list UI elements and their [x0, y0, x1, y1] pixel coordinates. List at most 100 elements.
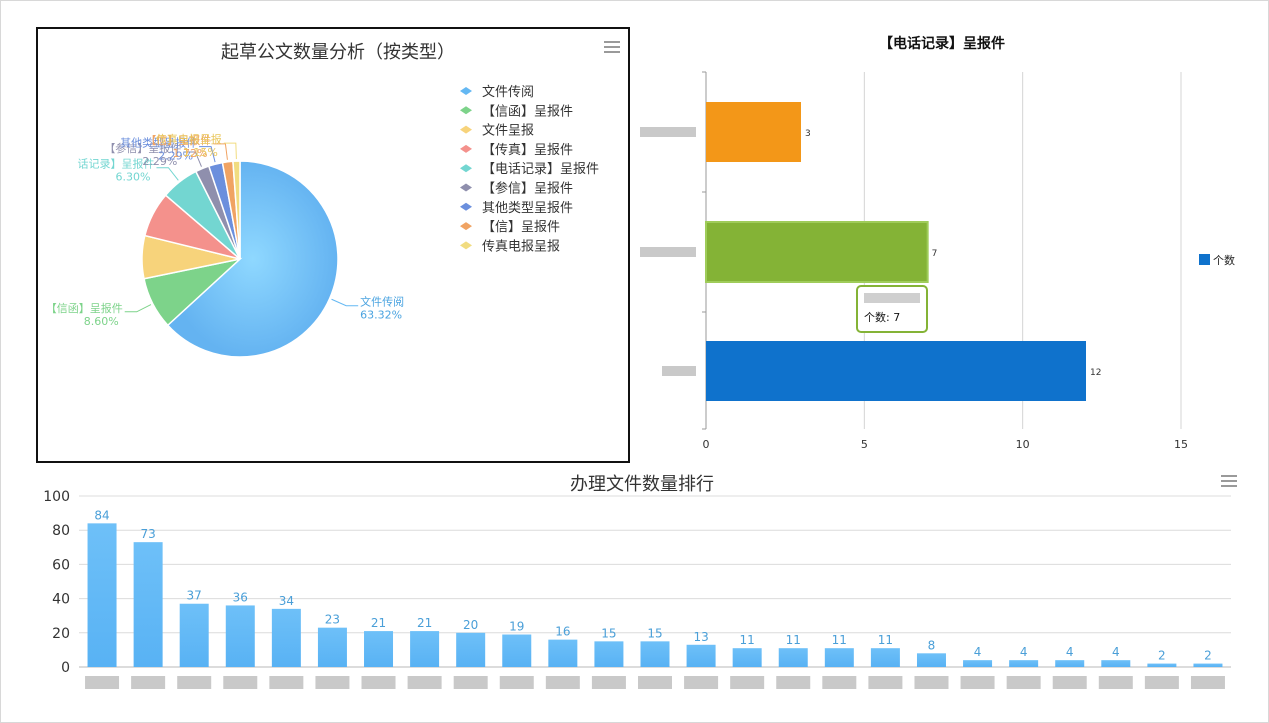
- x-category-label-blurred: [177, 676, 212, 689]
- legend-marker-icon: [460, 144, 472, 153]
- x-category-label-blurred: [1144, 676, 1179, 689]
- pie-legend-item[interactable]: 【电话记录】呈报件: [460, 162, 599, 177]
- column-bar[interactable]: [732, 648, 762, 667]
- pie-callout-percent: 8.60%: [84, 315, 119, 328]
- tooltip-value: 个数: 7: [864, 311, 900, 324]
- column-chart-menu-icon[interactable]: [1221, 475, 1237, 487]
- column-bar[interactable]: [179, 603, 209, 667]
- x-category-label-blurred: [315, 676, 350, 689]
- column-value-label: 20: [463, 618, 478, 632]
- column-bar[interactable]: [317, 627, 347, 667]
- column-value-label: 21: [417, 616, 432, 630]
- column-bar[interactable]: [824, 648, 854, 667]
- x-category-label-blurred: [684, 676, 719, 689]
- column-value-label: 4: [1020, 645, 1028, 659]
- column-bar[interactable]: [548, 639, 578, 667]
- column-bar[interactable]: [916, 653, 946, 667]
- pie-legend-item[interactable]: 【参信】呈报件: [460, 181, 573, 197]
- column-bar[interactable]: [640, 641, 670, 667]
- pie-legend-item[interactable]: 文件呈报: [460, 124, 534, 139]
- legend-swatch: [1199, 254, 1210, 265]
- column-bar[interactable]: [1009, 660, 1039, 667]
- column-value-label: 15: [647, 626, 662, 640]
- column-bar[interactable]: [410, 631, 440, 667]
- bar-value-label: 3: [805, 129, 811, 139]
- pie-chart-panel: 起草公文数量分析（按类型） 文件传阅 63.32% 【信函】呈报件 8.60% 话记录】…: [36, 27, 630, 463]
- column-value-label: 2: [1204, 649, 1212, 663]
- bar-3[interactable]: [706, 341, 1086, 401]
- column-value-label: 15: [601, 626, 616, 640]
- pie-legend-label: 文件传阅: [482, 85, 534, 100]
- pie-callout-percent: 6.30%: [116, 171, 151, 184]
- column-bar[interactable]: [1193, 663, 1223, 667]
- pie-legend-item[interactable]: 【信】呈报件: [460, 220, 560, 235]
- x-tick-label: 0: [703, 438, 710, 451]
- ranking-column-chart-panel: 办理文件数量排行 0 20 40 60 80 100 84 73 37 36 34 23 21 21 20…: [28, 466, 1253, 716]
- column-bar[interactable]: [686, 644, 716, 667]
- pie-legend-item[interactable]: 文件传阅: [460, 85, 534, 100]
- pie-callout-line: [213, 143, 228, 160]
- bar-chart-title: 【电话记录】呈报件: [879, 35, 1005, 52]
- x-category-label-blurred: [591, 676, 626, 689]
- x-tick-label: 5: [861, 438, 868, 451]
- column-value-label: 2: [1158, 649, 1166, 663]
- x-category-label-blurred: [269, 676, 304, 689]
- x-category-label-blurred: [85, 676, 120, 689]
- column-bar[interactable]: [778, 648, 808, 667]
- column-bar[interactable]: [87, 523, 117, 667]
- pie-callout-percent: 63.32%: [360, 309, 402, 322]
- column-value-label: 13: [693, 630, 708, 644]
- pie-callout-label: 话记录】呈报件: [77, 157, 154, 171]
- pie-slice-9[interactable]: [232, 160, 241, 260]
- y-tick-label: 20: [52, 626, 70, 642]
- column-bar[interactable]: [271, 608, 301, 667]
- x-category-label-blurred: [131, 676, 166, 689]
- pie-callout-line: [199, 146, 216, 163]
- column-bar[interactable]: [1055, 660, 1085, 667]
- tooltip-category-blur: [864, 293, 920, 303]
- pie-legend-label: 文件呈报: [482, 124, 534, 139]
- legend-marker-icon: [460, 183, 472, 192]
- pie-legend-item[interactable]: 传真电报呈报: [460, 239, 560, 254]
- column-bar[interactable]: [594, 641, 624, 667]
- x-category-label-blurred: [453, 676, 488, 689]
- column-value-label: 21: [371, 616, 386, 630]
- y-category-label-blurred: [640, 247, 696, 257]
- pie-slice-1[interactable]: [166, 160, 339, 358]
- pie-legend-item[interactable]: 【信函】呈报件: [460, 104, 573, 119]
- x-category-label-blurred: [1052, 676, 1087, 689]
- bar-2[interactable]: [705, 221, 929, 283]
- column-bar[interactable]: [963, 660, 993, 667]
- x-category-label-blurred: [361, 676, 396, 689]
- column-bar[interactable]: [364, 631, 394, 667]
- pie-chart-menu-icon[interactable]: [604, 41, 620, 53]
- pie-legend-item[interactable]: 其他类型呈报件: [460, 201, 573, 216]
- pie-chart-title: 起草公文数量分析（按类型）: [221, 42, 455, 63]
- x-category-label-blurred: [545, 676, 580, 689]
- bar-value-label: 7: [932, 249, 938, 259]
- pie-legend-label: 【信函】呈报件: [482, 104, 573, 119]
- column-bar[interactable]: [502, 634, 532, 667]
- column-value-label: 11: [786, 633, 801, 647]
- pie-callout-line: [124, 304, 152, 313]
- column-bar[interactable]: [456, 632, 486, 667]
- pie-legend-label: 【信】呈报件: [482, 220, 560, 235]
- pie-legend-item[interactable]: 【传真】呈报件: [460, 143, 573, 158]
- column-chart-title: 办理文件数量排行: [570, 474, 714, 495]
- bar-1[interactable]: [706, 102, 801, 162]
- legend-marker-icon: [460, 241, 472, 250]
- column-bar[interactable]: [133, 542, 163, 667]
- tooltip: 个数: 7: [856, 285, 928, 333]
- column-bar[interactable]: [225, 605, 255, 667]
- pie-callout-label: 文件传阅: [360, 295, 404, 309]
- column-bar[interactable]: [870, 648, 900, 667]
- column-bar[interactable]: [1147, 663, 1177, 667]
- legend-marker-icon: [460, 125, 472, 134]
- x-category-label-blurred: [730, 676, 765, 689]
- pie-callout-label: 其他类型呈报件: [120, 136, 197, 150]
- column-value-label: 84: [94, 508, 109, 522]
- column-value-label: 73: [140, 527, 155, 541]
- column-bar[interactable]: [1101, 660, 1131, 667]
- x-category-label-blurred: [960, 676, 995, 689]
- y-tick-label: 100: [43, 489, 70, 505]
